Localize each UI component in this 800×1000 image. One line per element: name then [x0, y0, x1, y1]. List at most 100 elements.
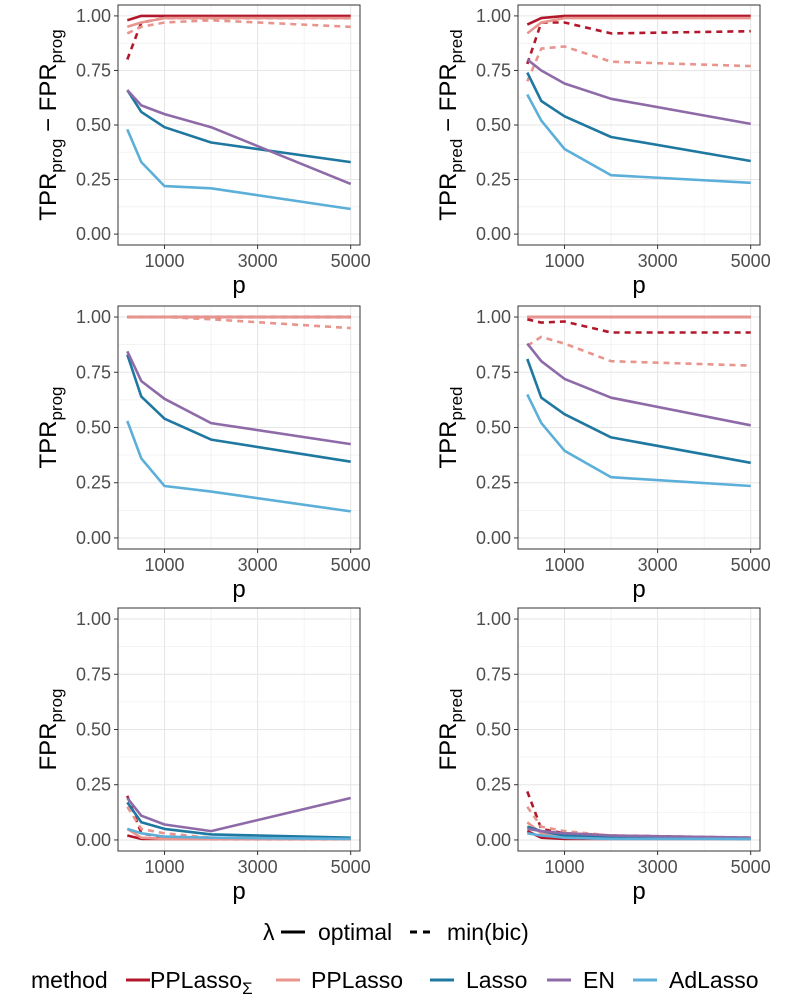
legend-label-pplasso-sigma: PPLassoΣ [150, 967, 253, 998]
legend-lambda: λ optimal min(bic) [263, 919, 529, 945]
panel-pred_diff: 1000 3000 50000.000.250.500.751.00pTPRpred… [435, 4, 771, 299]
legend-label-minbic: min(bic) [447, 919, 529, 945]
series-pplassos-optimal [126, 14, 351, 22]
series-en-optimal [526, 58, 751, 126]
series-en-optimal [526, 342, 751, 427]
y-axis-label: FPRpred [435, 688, 466, 770]
x-tick-label: 1000 [545, 555, 585, 575]
y-label-sub: prog [47, 29, 66, 63]
legend-lambda-title: λ [263, 919, 275, 945]
series-pplassos-min-bic [527, 318, 751, 334]
y-tick-label: 0.25 [76, 170, 111, 190]
series-pplassos-min-bic [526, 21, 751, 65]
y-tick-label: 0.75 [476, 664, 511, 684]
y-tick-label: 0.00 [476, 528, 511, 548]
series-pplasso-min-bic [526, 335, 751, 367]
legend-label-en: EN [583, 967, 615, 993]
series-en-optimal [126, 796, 351, 833]
y-label-sub: pred [447, 688, 466, 722]
y-label-base: TPR [435, 173, 462, 221]
y-tick-label: 0.00 [76, 224, 111, 244]
x-tick-label: 3000 [238, 857, 278, 877]
y-tick-label: 0.25 [476, 170, 511, 190]
x-axis-label: p [632, 272, 645, 299]
series-lasso-optimal [126, 801, 351, 839]
y-tick-label: 0.50 [76, 720, 111, 740]
panel-border [517, 305, 761, 550]
y-axis-label: TPRprog [35, 386, 66, 468]
y-label-sub: prog [47, 688, 66, 722]
legend-method: method PPLassoΣ PPLasso Lasso EN AdLasso [31, 967, 759, 998]
series-adlasso-optimal [126, 827, 351, 841]
x-tick-label: 5000 [331, 857, 371, 877]
x-tick-label: 3000 [638, 555, 678, 575]
y-tick-label: 0.50 [476, 720, 511, 740]
y-label-base: FPR [435, 723, 462, 771]
x-tick-label: 5000 [331, 555, 371, 575]
y-label-sub: prog [47, 139, 66, 173]
x-tick-label: 1000 [145, 555, 185, 575]
y-label-sub: prog [47, 386, 66, 420]
x-tick-label: 1000 [145, 857, 185, 877]
panel-fpr_pred: 1000 3000 5000 0.00 0.25 0.50 0.75 1.00 p FPRpred [435, 607, 771, 905]
x-axis-label: p [632, 878, 645, 905]
x-tick-label: 3000 [638, 857, 678, 877]
y-tick-label: 1.00 [76, 307, 111, 327]
y-axis-label: FPRprog [35, 688, 66, 770]
x-tick-label: 1000 [545, 857, 585, 877]
series-pplasso-min-bic [526, 45, 751, 82]
series-en-optimal [527, 827, 751, 839]
legend-method-title: method [31, 967, 108, 993]
y-axis-label: TPRpred − FPRpred [435, 29, 466, 220]
y-tick-label: 1.00 [476, 609, 511, 629]
y-tick-label: 0.75 [476, 362, 511, 382]
panels: 1000 3000 50000.000.250.500.751.00pTPRprog… [35, 4, 771, 905]
series-adlasso-optimal [126, 128, 351, 211]
panel-fpr_prog: 1000 3000 5000 0.00 0.25 0.50 0.75 1.00 p FPRprog [35, 607, 371, 905]
y-tick-label: 0.25 [76, 473, 111, 493]
series-en-optimal [126, 350, 351, 446]
panel-border [117, 305, 361, 550]
series-pplasso-optimal [526, 16, 751, 35]
panel-border [117, 607, 361, 852]
y-label-base: FPR [35, 63, 62, 111]
legend-label-adlasso: AdLasso [669, 967, 759, 993]
series-adlasso-optimal [526, 393, 751, 488]
legend-label-optimal: optimal [318, 919, 392, 945]
panel-border [117, 4, 361, 246]
x-tick-label: 3000 [238, 251, 278, 271]
y-tick-label: 0.75 [76, 362, 111, 382]
y-label-base: FPR [35, 723, 62, 771]
x-tick-label: 5000 [731, 857, 771, 877]
legend-label-pplasso-sigma-sub: Σ [242, 979, 253, 998]
series-adlasso-optimal [526, 93, 751, 185]
y-tick-label: 0.25 [76, 775, 111, 795]
series-lasso-optimal [526, 72, 751, 163]
series-lasso-optimal [126, 354, 351, 463]
y-tick-label: 0.00 [476, 830, 511, 850]
panel-border [517, 607, 761, 852]
series-pplasso-min-bic [126, 18, 351, 35]
legend-label-lasso: Lasso [466, 967, 527, 993]
y-label-sub: pred [447, 386, 466, 420]
y-label-base: TPR [35, 421, 62, 469]
series-pplasso-min-bic [127, 315, 351, 330]
y-axis-label: TPRprog − FPRprog [35, 29, 66, 220]
legend-label-pplasso-sigma-base: PPLasso [150, 967, 242, 993]
panel-border [517, 4, 761, 246]
x-tick-label: 5000 [731, 555, 771, 575]
series-lasso-optimal [126, 89, 351, 164]
legend-label-pplasso: PPLasso [311, 967, 403, 993]
y-label-base: TPR [35, 173, 62, 221]
y-tick-label: 0.75 [76, 60, 111, 80]
x-tick-label: 5000 [731, 251, 771, 271]
series-adlasso-optimal [527, 832, 751, 841]
y-axis-label: TPRpred [435, 386, 466, 468]
x-tick-label: 3000 [638, 251, 678, 271]
y-tick-label: 1.00 [76, 609, 111, 629]
y-label-sub: pred [447, 139, 466, 173]
y-label-base: TPR [435, 421, 462, 469]
y-tick-label: 0.50 [76, 115, 111, 135]
y-label-sub: pred [447, 29, 466, 63]
series-en-optimal [126, 89, 352, 186]
